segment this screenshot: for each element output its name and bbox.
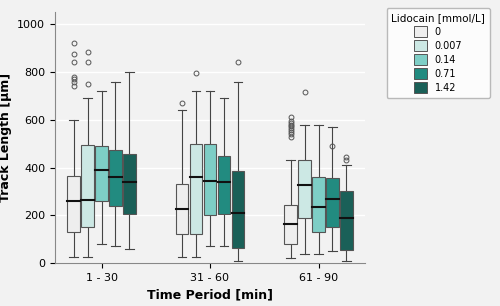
Bar — [340, 192, 352, 250]
Bar — [176, 184, 188, 234]
Bar — [123, 155, 136, 214]
Bar — [298, 160, 311, 218]
Bar — [204, 144, 216, 215]
Bar — [312, 177, 324, 232]
Y-axis label: Track Length [µm]: Track Length [µm] — [0, 73, 12, 202]
Bar — [190, 144, 202, 234]
Bar — [109, 150, 122, 206]
Legend: 0, 0.007, 0.14, 0.71, 1.42: 0, 0.007, 0.14, 0.71, 1.42 — [386, 8, 490, 98]
Bar — [284, 205, 297, 244]
Bar — [82, 145, 94, 227]
Bar — [96, 146, 108, 201]
X-axis label: Time Period [min]: Time Period [min] — [147, 289, 273, 301]
Bar — [218, 156, 230, 214]
Bar — [326, 178, 338, 227]
Bar — [232, 171, 244, 248]
Bar — [68, 176, 80, 232]
